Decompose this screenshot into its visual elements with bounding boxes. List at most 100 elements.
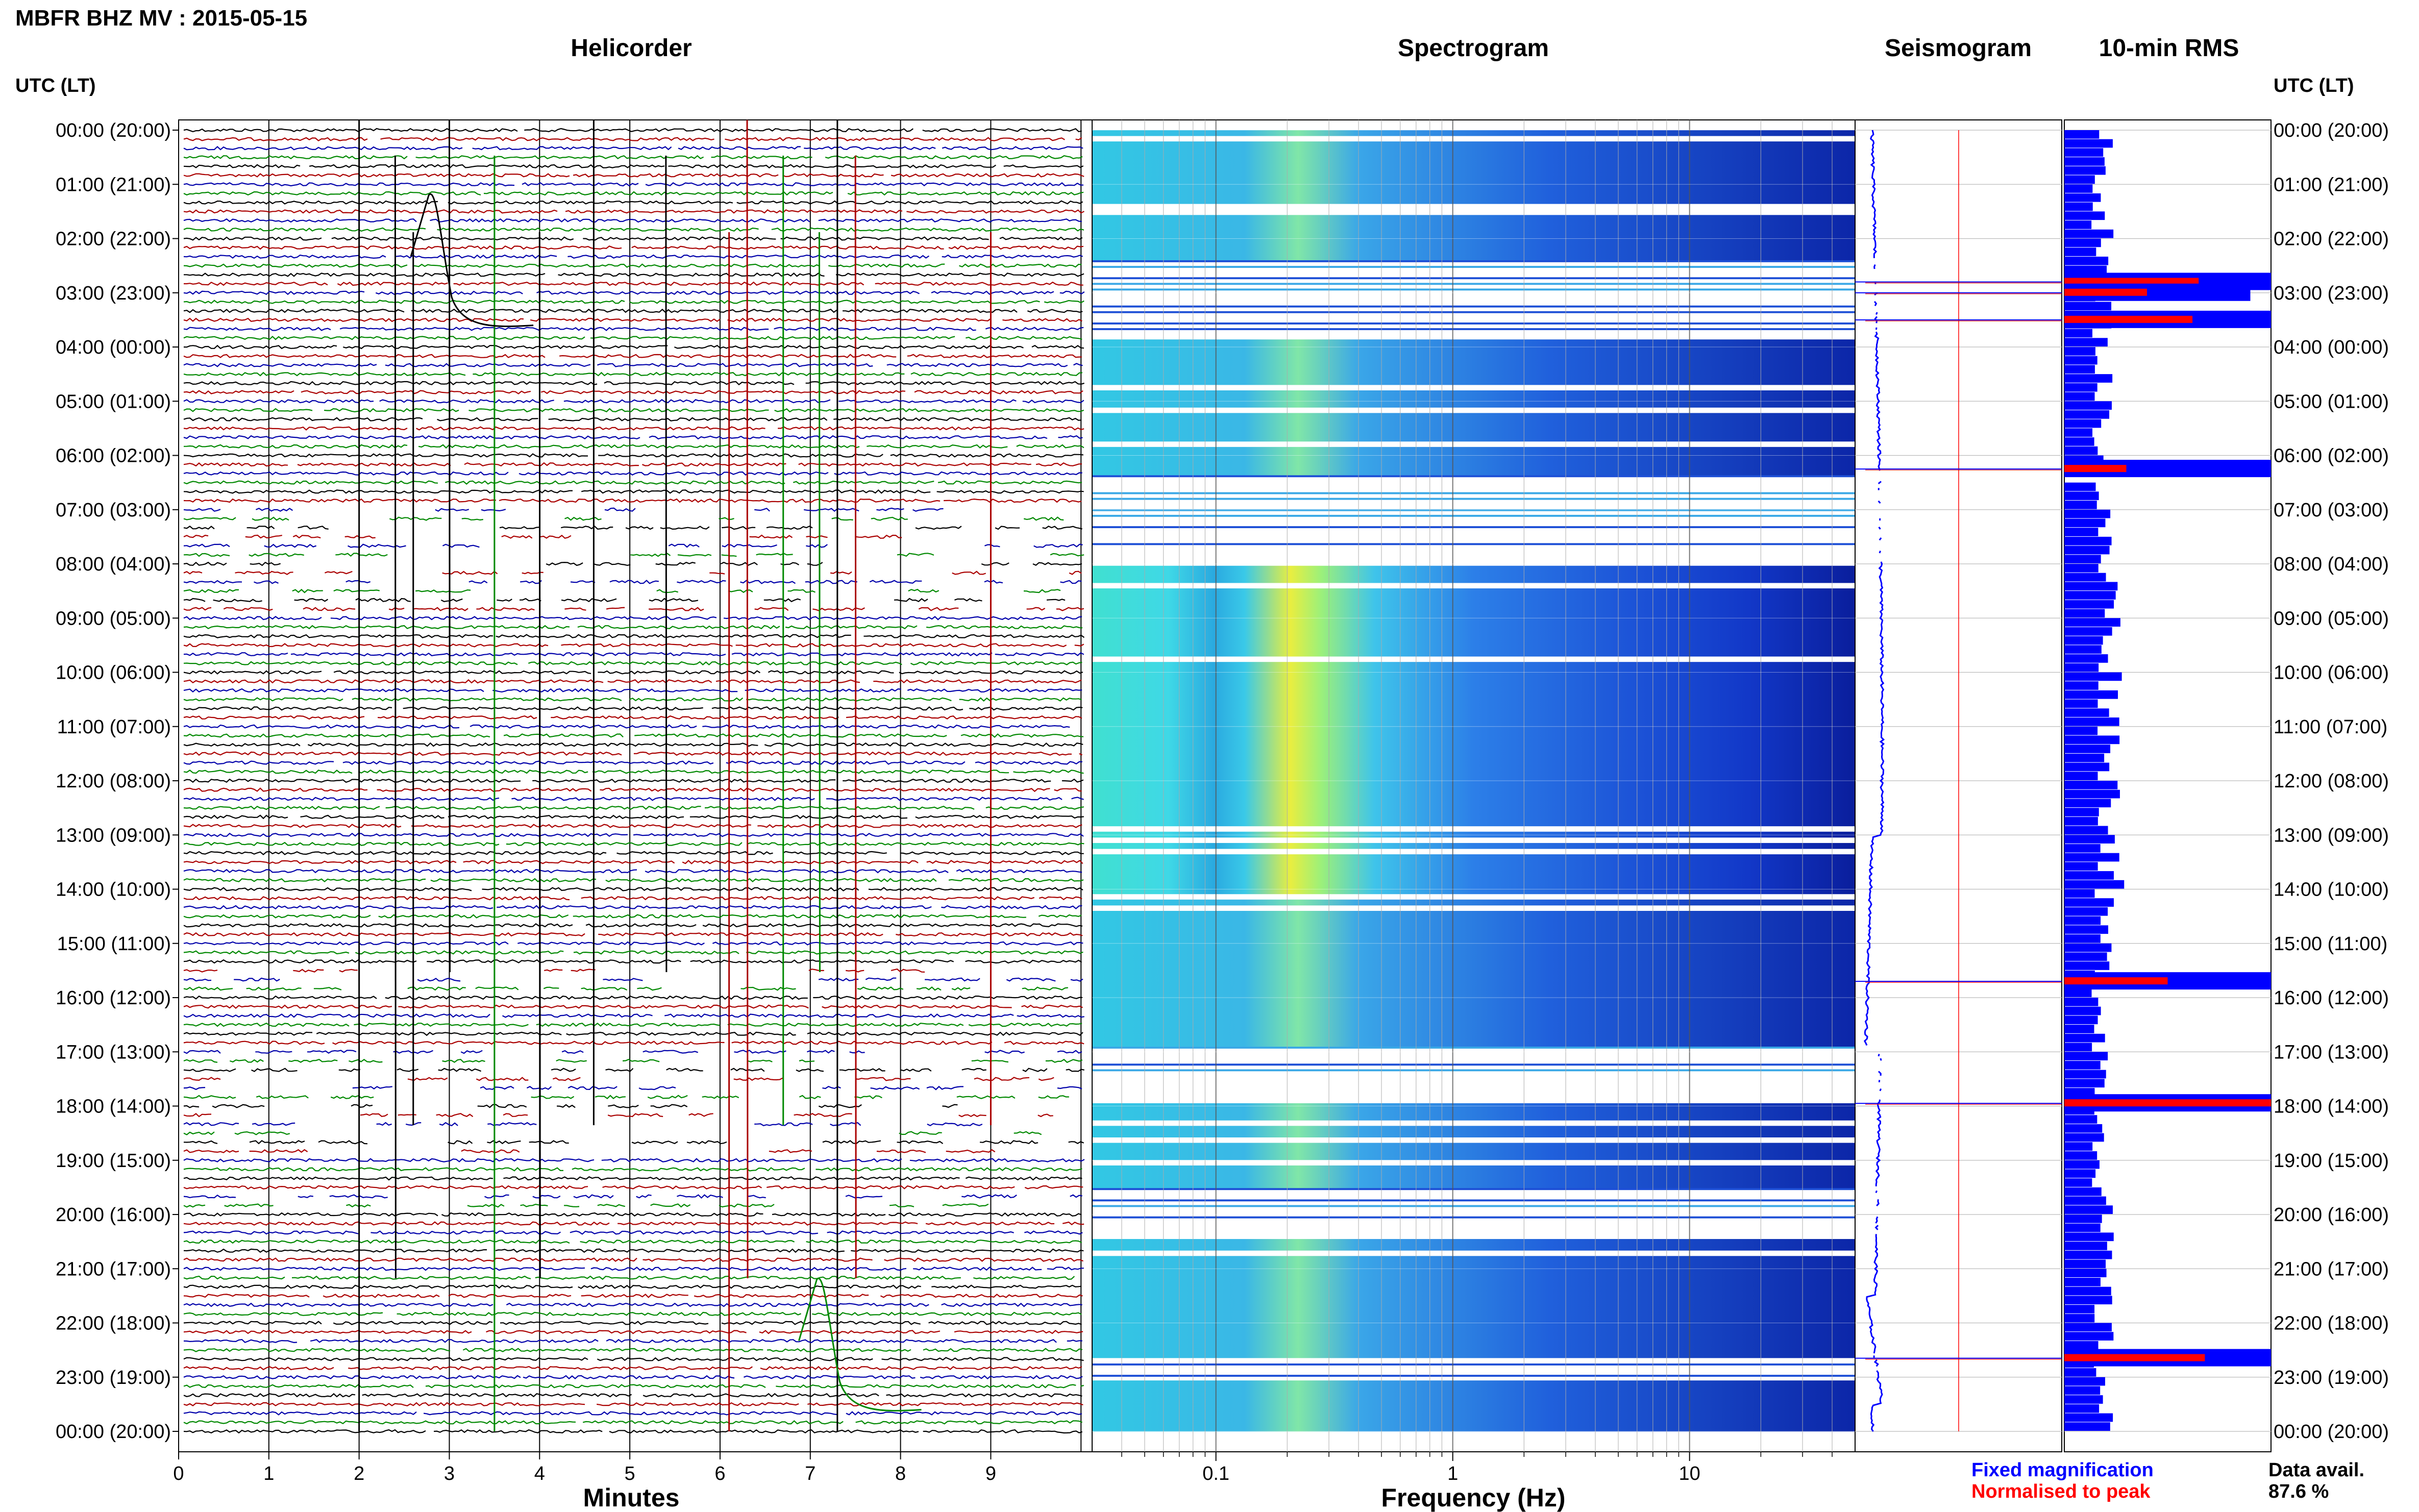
rms-bar [2064, 735, 2120, 745]
spectrogram-band [1092, 458, 1855, 464]
spectrogram-band [1092, 956, 1855, 962]
spectrogram-band [1092, 192, 1855, 199]
rms-bar [2064, 1422, 2110, 1431]
spectrogram-band [1092, 961, 1855, 968]
helicorder-trace [183, 1248, 1084, 1253]
rms-bar [2064, 1015, 2098, 1025]
helicorder-xtick-label: 0 [173, 1463, 184, 1484]
rms-bar [2064, 166, 2106, 175]
helicorder-xtick-label: 2 [354, 1463, 364, 1484]
helicorder-spike [394, 155, 397, 1279]
spectrogram-band [1092, 616, 1855, 623]
rms-bar [2064, 265, 2107, 275]
time-label-right: 13:00 (09:00) [2274, 825, 2389, 846]
spectrogram-band [1092, 379, 1855, 385]
rms-bar [2064, 256, 2109, 265]
helicorder-trace [183, 742, 1083, 747]
helicorder-trace [183, 751, 1083, 756]
spectrogram-band [1092, 684, 1855, 691]
helicorder-trace [183, 137, 1082, 142]
helicorder-trace [183, 770, 1084, 774]
time-label-left: 11:00 (07:00) [57, 716, 171, 738]
rms-bar [2064, 555, 2101, 563]
spectrogram-band [1092, 1284, 1855, 1291]
helicorder-xtick-label: 9 [985, 1463, 996, 1484]
rms-bar [2064, 1079, 2105, 1088]
spectrogram-band [1092, 1103, 1855, 1109]
spectrogram-band [1092, 865, 1855, 872]
spectrogram-title: Spectrogram [1398, 35, 1549, 62]
spectrogram-band [1092, 169, 1855, 176]
spectrogram-band [1092, 367, 1855, 374]
helicorder-trace [183, 435, 1083, 440]
spectrogram-band [1092, 645, 1855, 651]
spectrogram-band [1092, 1114, 1855, 1121]
spectrogram-band [1092, 1063, 1855, 1066]
helicorder-trace [183, 588, 1061, 593]
time-label-right: 02:00 (22:00) [2274, 229, 2389, 250]
helicorder-trace [183, 1104, 958, 1108]
rms-bar [2064, 1242, 2107, 1250]
time-label-left: 21:00 (17:00) [56, 1258, 171, 1280]
spectrogram-band [1092, 288, 1855, 291]
spectrogram-band [1092, 622, 1855, 629]
spectrogram-band [1092, 718, 1855, 725]
rms-peak-normalised [2064, 1354, 2205, 1361]
spectrogram-band [1092, 1216, 1855, 1219]
spectrogram-band [1092, 1324, 1855, 1330]
time-label-left: 02:00 (22:00) [56, 229, 171, 250]
rms-bar [2064, 491, 2099, 501]
rms-bar [2064, 835, 2115, 844]
spectrogram-band [1092, 888, 1855, 895]
time-label-left: 13:00 (09:00) [56, 825, 171, 846]
spectrogram-band [1092, 803, 1855, 809]
helicorder-trace [183, 300, 1084, 304]
spectrogram-band [1092, 1256, 1855, 1262]
spectrogram-band [1092, 328, 1855, 330]
helicorder-trace [183, 1384, 1084, 1389]
rms-bar [2064, 1259, 2106, 1269]
spectrogram-band [1092, 899, 1855, 906]
spectrogram-band [1092, 492, 1855, 494]
time-label-right: 03:00 (23:00) [2274, 283, 2389, 304]
spectrogram-band [1092, 1177, 1855, 1183]
spectrogram-band [1092, 1143, 1855, 1149]
spectrogram-band [1092, 831, 1855, 838]
spectrogram-band [1092, 577, 1855, 583]
time-label-right: 22:00 (18:00) [2274, 1313, 2389, 1334]
seismogram-panel [1855, 119, 2062, 1452]
helicorder-trace [183, 417, 1082, 422]
helicorder-trace [183, 914, 1082, 919]
spectrogram-band [1092, 1199, 1855, 1202]
helicorder-trace [183, 679, 1082, 684]
spectrogram-band [1092, 798, 1855, 804]
spectrogram-band [1092, 1267, 1855, 1274]
time-label-left: 01:00 (21:00) [56, 174, 171, 195]
spectrogram-band [1092, 882, 1855, 889]
helicorder-trace [183, 1230, 1083, 1235]
helicorder-trace [183, 1302, 1082, 1307]
helicorder-trace [183, 1004, 1083, 1009]
spectrogram-band [1092, 1109, 1855, 1115]
rms-bar [2064, 609, 2105, 618]
spectrogram-band [1092, 435, 1855, 442]
spectrogram-band [1092, 345, 1855, 351]
spectrogram-band [1092, 1278, 1855, 1285]
rms-bar [2064, 708, 2109, 717]
rms-bar [2064, 220, 2092, 229]
rms-peak-normalised [2064, 977, 2168, 985]
rms-bar [2064, 175, 2095, 184]
time-label-right: 04:00 (00:00) [2274, 337, 2389, 358]
rms-peak-normalised [2064, 315, 2193, 323]
rms-bar [2064, 157, 2105, 166]
rms-bar [2064, 600, 2114, 609]
helicorder-trace [183, 525, 1082, 530]
helicorder-trace [183, 1411, 1082, 1416]
spectrogram-band [1092, 628, 1855, 634]
helicorder-trace [183, 896, 1082, 901]
spectrogram-band [1092, 1131, 1855, 1137]
spectrogram-band [1092, 979, 1855, 985]
rms-bar [2064, 1006, 2101, 1015]
rms-bar [2064, 238, 2101, 247]
helicorder-trace [183, 859, 1083, 864]
